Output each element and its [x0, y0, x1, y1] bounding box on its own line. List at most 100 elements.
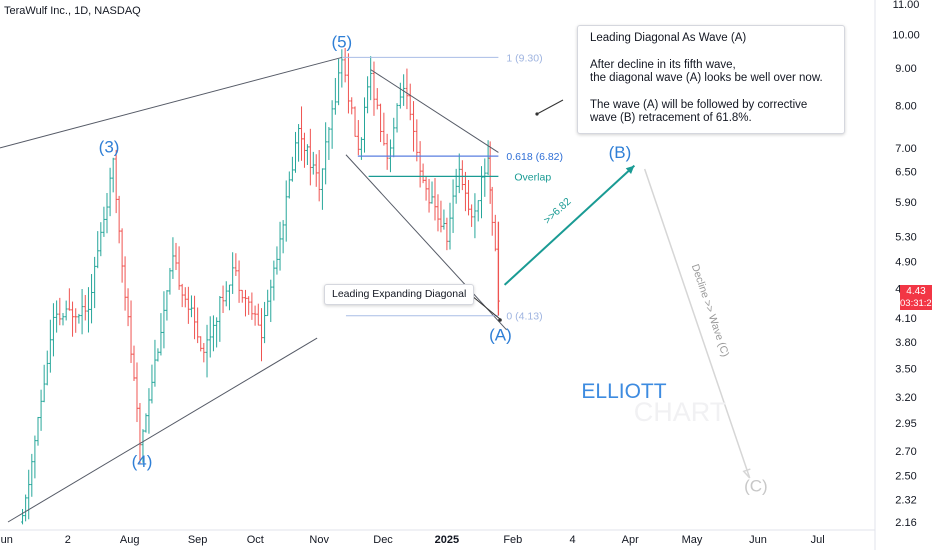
ohlc-bar: [467, 179, 471, 216]
ohlc-bar: [21, 508, 25, 525]
ohlc-bar: [372, 61, 376, 116]
ohlc-bar: [61, 313, 65, 326]
ohlc-bar: [266, 289, 270, 317]
ohlc-bar: [165, 290, 169, 321]
time-tick-10: Apr: [622, 534, 639, 546]
ohlc-bar: [33, 435, 37, 479]
ohlc-bar: [247, 296, 251, 315]
ohlc-bar: [27, 469, 31, 520]
ohlc-bar: [64, 300, 68, 321]
time-tick-8: Feb: [503, 534, 522, 546]
ohlc-bar: [224, 281, 228, 307]
leading-diagonal-callout: Leading Expanding Diagonal: [324, 284, 475, 305]
upper-wedge-line: [0, 56, 342, 149]
ohlc-bar: [132, 345, 136, 381]
ohlc-bar: [234, 253, 238, 276]
ohlc-bar: [297, 124, 301, 162]
ohlc-bar: [392, 117, 396, 158]
ohlc-bar: [196, 307, 200, 344]
ohlc-bar: [480, 166, 484, 219]
ohlc-bar: [108, 167, 112, 217]
ohlc-bar: [470, 204, 474, 227]
note-line-3: The wave (A) will be followed by correct…: [590, 99, 808, 111]
ohlc-bar: [333, 77, 337, 115]
ohlc-bar: [385, 133, 389, 170]
ohlc-bar: [293, 131, 297, 173]
lower-wedge-line: [7, 337, 318, 523]
ohlc-bar: [439, 200, 443, 233]
time-tick-0: Jun: [0, 534, 13, 546]
ohlc-bar: [493, 214, 497, 252]
ohlc-bar: [48, 319, 52, 373]
arrow-b-label: >>6.82: [541, 195, 573, 226]
price-tick-1: 10.00: [892, 29, 920, 41]
time-tick-13: Jul: [811, 534, 825, 546]
overlap-label: Overlap: [514, 171, 551, 183]
ohlc-bar: [135, 362, 139, 423]
ohlc-bar: [153, 339, 157, 387]
ohlc-bar: [324, 122, 328, 185]
note-title: Leading Diagonal As Wave (A): [590, 32, 747, 44]
ohlc-bar: [168, 267, 172, 295]
time-tick-6: Dec: [373, 534, 393, 546]
ohlc-bar: [263, 301, 267, 344]
chart-header-title: TeraWulf Inc., 1D, NASDAQ: [4, 5, 141, 17]
ohlc-bar: [24, 494, 28, 522]
ohlc-bar: [120, 228, 124, 283]
note-line-1: After decline in its fifth wave,: [590, 59, 736, 71]
ohlc-bar: [442, 209, 446, 230]
ohlc-bar: [42, 364, 46, 403]
ohlc-bar: [96, 231, 100, 269]
ohlc-bar: [433, 178, 437, 221]
ohlc-bar: [408, 83, 412, 121]
ohlc-bar: [77, 313, 81, 324]
price-axis: 11.00 10.00 9.00 8.00 7.00 6.50 5.90 5.30 4.90 4.…: [874, 0, 920, 550]
ohlc-bar: [382, 112, 386, 146]
price-tick-4: 7.00: [895, 143, 916, 155]
watermark-chart: CHART: [634, 397, 727, 427]
ohlc-bar: [202, 343, 206, 363]
wave-label-3: (A): [489, 326, 512, 345]
ohlc-bar: [218, 295, 222, 342]
ohlc-bar: [488, 141, 492, 204]
price-tick-12: 3.50: [895, 363, 916, 375]
ohlc-bar: [412, 101, 416, 152]
ohlc-bar: [117, 195, 121, 244]
price-tick-16: 2.50: [895, 470, 916, 482]
ohlc-bar: [430, 181, 434, 204]
wave-label-1: (4): [132, 452, 153, 471]
ohlc-bar: [250, 292, 254, 320]
ohlc-bar: [183, 287, 187, 308]
ohlc-bar: [448, 202, 452, 250]
ohlc-bar: [51, 303, 55, 357]
ohlc-bar: [74, 308, 78, 333]
wave-label-0: (3): [99, 138, 120, 157]
ohlc-bar: [227, 284, 231, 311]
ohlc-bar: [290, 156, 294, 182]
price-tick-5: 6.50: [895, 166, 916, 178]
ohlc-bar: [436, 194, 440, 232]
ohlc-bar: [320, 168, 324, 210]
ohlc-bar: [58, 297, 62, 326]
ohlc-bar: [395, 103, 399, 133]
ohlc-bar: [67, 288, 71, 311]
ohlc-bar: [343, 48, 347, 83]
ohlc-bar: [356, 120, 360, 156]
ohlc-bar: [353, 106, 357, 137]
ohlc-bar: [476, 200, 480, 222]
price-tick-10: 4.10: [895, 313, 916, 325]
ohlc-bar: [340, 49, 344, 88]
ohlc-bar: [177, 246, 181, 290]
time-tick-11: May: [682, 534, 703, 546]
ohlc-bar: [114, 149, 118, 214]
ohlc-bar: [243, 289, 247, 317]
ohlc-bar: [126, 288, 130, 327]
ohlc-bar: [30, 453, 34, 497]
ohlc-bar: [398, 82, 402, 109]
ohlc-bar: [80, 289, 84, 335]
ohlc-bar: [129, 300, 133, 363]
ohlc-bar: [90, 274, 94, 324]
diagonal-upper-line: [370, 69, 499, 153]
ohlc-bar: [147, 388, 151, 434]
ohlc-bar: [174, 242, 178, 271]
